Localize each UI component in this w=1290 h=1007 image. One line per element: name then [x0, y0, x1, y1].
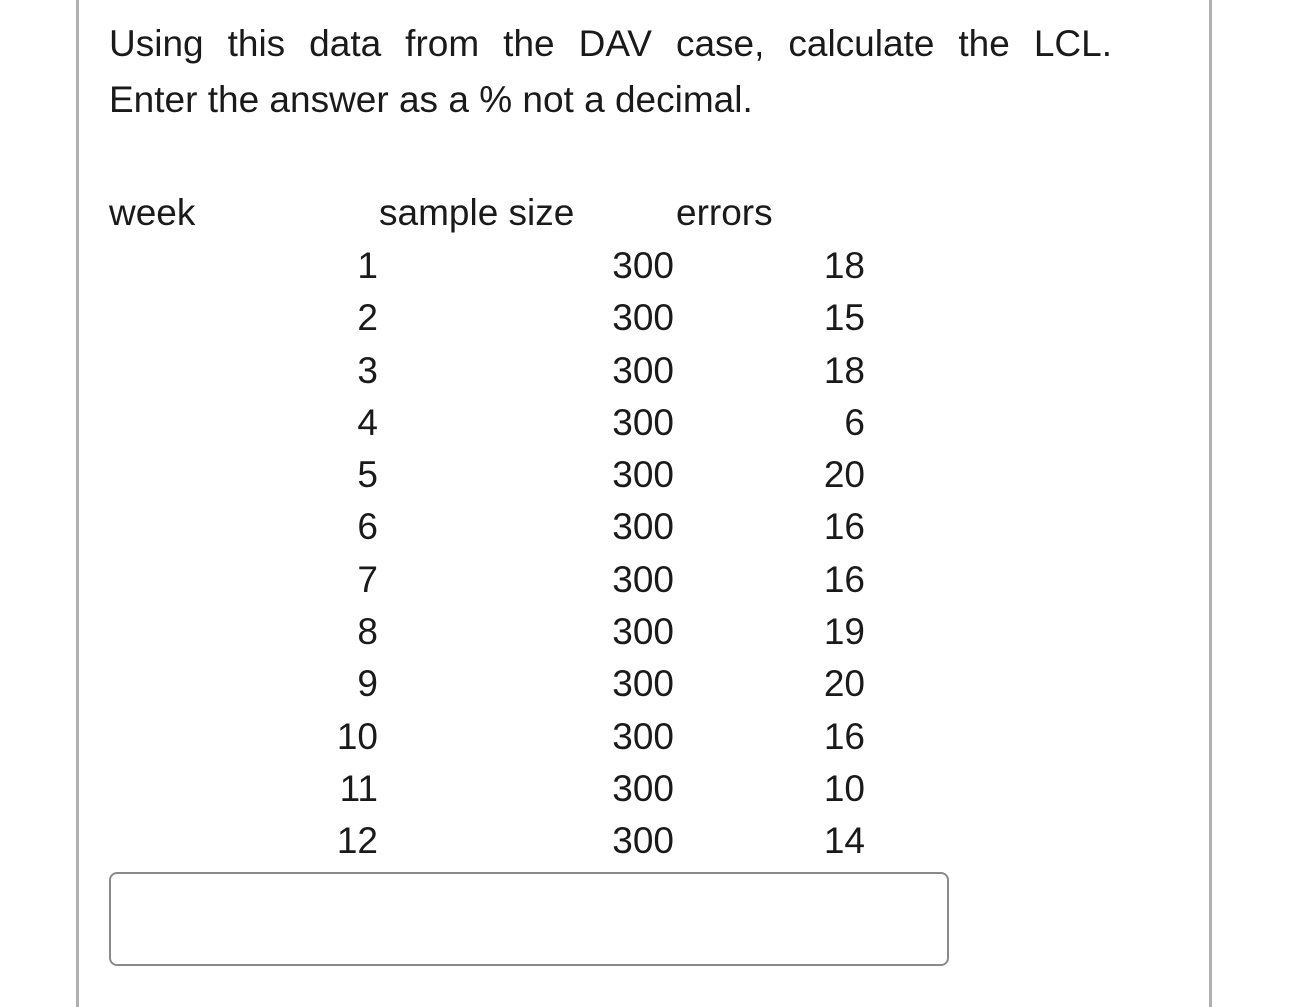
question-line-2: Enter the answer as a % not a decimal. [109, 79, 753, 120]
cell-errors: 16 [823, 506, 865, 548]
cell-errors: 16 [823, 558, 865, 600]
cell-errors: 16 [823, 715, 865, 757]
cell-sample-size: 300 [612, 767, 674, 809]
cell-week: 9 [357, 663, 378, 705]
table-row: 6 300 16 [0, 501, 1000, 553]
column-header-errors: errors [676, 192, 773, 233]
cell-week: 12 [336, 820, 378, 862]
cell-errors: 18 [823, 245, 865, 286]
cell-sample-size: 300 [612, 297, 674, 339]
table-row: 3 300 18 [0, 345, 1000, 397]
cell-errors: 10 [823, 767, 865, 809]
cell-week: 1 [357, 245, 378, 286]
cell-errors: 15 [823, 297, 865, 339]
table-row: 1 300 18 [0, 240, 1000, 292]
table-row: 5 300 20 [0, 449, 1000, 501]
table-row: 8 300 19 [0, 606, 1000, 658]
cell-sample-size: 300 [612, 454, 674, 496]
cell-errors: 6 [844, 401, 865, 443]
cell-sample-size: 300 [612, 820, 674, 862]
table-row: 4 300 6 [0, 397, 1000, 449]
answer-input[interactable] [109, 872, 949, 966]
cell-errors: 20 [823, 663, 865, 705]
cell-sample-size: 300 [612, 663, 674, 705]
cell-errors: 20 [823, 454, 865, 496]
question-text: Using this data from the DAV case, calcu… [109, 16, 1112, 128]
cell-sample-size: 300 [612, 558, 674, 600]
cell-errors: 19 [823, 611, 865, 653]
cell-sample-size: 300 [612, 245, 674, 286]
table-row: 10 300 16 [0, 711, 1000, 763]
cell-sample-size: 300 [612, 611, 674, 653]
cell-week: 10 [336, 715, 378, 757]
cell-sample-size: 300 [612, 715, 674, 757]
cell-week: 2 [357, 297, 378, 339]
cell-week: 5 [357, 454, 378, 496]
cell-sample-size: 300 [612, 401, 674, 443]
table-body: 1 300 18 2 300 15 3 300 18 4 300 6 5 300 20 6 300 16 7 300 1… [0, 240, 1000, 868]
cell-week: 3 [357, 349, 378, 391]
cell-week: 8 [357, 611, 378, 653]
table-row: 2 300 15 [0, 292, 1000, 344]
cell-week: 4 [357, 401, 378, 443]
cell-sample-size: 300 [612, 506, 674, 548]
table-row: 11 300 10 [0, 763, 1000, 815]
table-row: 7 300 16 [0, 554, 1000, 606]
cell-week: 6 [357, 506, 378, 548]
cell-week: 7 [357, 558, 378, 600]
table-row: 9 300 20 [0, 658, 1000, 710]
question-line-1: Using this data from the DAV case, calcu… [109, 23, 1112, 64]
column-header-sample-size: sample size [379, 192, 575, 233]
cell-errors: 18 [823, 349, 865, 391]
table-row: 12 300 14 [0, 815, 1000, 867]
cell-sample-size: 300 [612, 349, 674, 391]
column-header-week: week [109, 192, 196, 233]
question-panel [76, 0, 1212, 1007]
cell-week: 11 [339, 767, 378, 809]
cell-errors: 14 [823, 820, 865, 862]
